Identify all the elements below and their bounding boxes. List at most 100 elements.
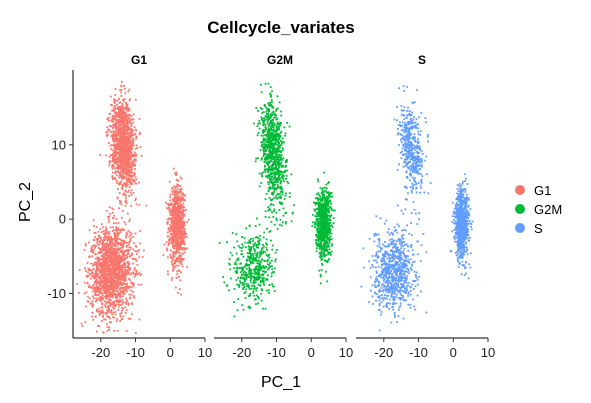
point [127,114,129,117]
point [269,96,272,98]
point [257,295,259,298]
point [101,320,103,322]
point [264,130,266,133]
point [264,148,267,151]
point [272,144,275,146]
point [111,120,114,123]
point [99,263,101,266]
point [117,265,120,267]
point [132,295,135,297]
point [285,177,288,180]
point [132,140,135,142]
point [172,210,175,213]
point [113,285,116,287]
point [256,134,259,137]
point [116,100,119,102]
point [114,130,117,133]
point [130,123,133,126]
point [130,205,133,207]
point [122,287,124,289]
point [94,280,97,282]
point [114,140,116,143]
point [101,296,103,299]
point [278,201,281,204]
point [281,191,284,194]
point [111,273,113,276]
point [276,178,278,181]
point [90,272,93,274]
point [125,302,128,305]
point [119,132,122,135]
point [95,244,98,247]
point [120,255,123,258]
point [179,176,182,179]
point [132,144,135,147]
point [84,321,87,324]
point [109,282,112,285]
point [127,184,129,187]
point [260,265,263,268]
point [104,267,106,270]
point [263,143,265,146]
point [174,208,177,211]
point [170,233,172,236]
point [116,196,119,199]
point [114,248,117,251]
point [122,302,124,305]
point [114,104,117,107]
point [114,287,117,290]
point [102,331,105,334]
point [121,138,124,141]
point [112,114,115,117]
point [103,278,105,281]
point [268,110,270,113]
point [116,281,119,284]
point [88,241,90,244]
point [173,200,176,203]
point [118,106,120,109]
point [249,242,252,245]
point [108,162,111,164]
point [273,146,276,149]
point [101,303,104,306]
point [117,309,120,311]
point [124,249,127,252]
point [184,236,187,238]
point [119,143,122,146]
point [123,128,126,130]
point [267,181,269,184]
point [136,250,139,253]
point [112,287,115,290]
point [261,112,264,115]
point [113,155,116,158]
point [134,163,136,166]
point [116,239,118,242]
point [270,259,273,262]
point [83,292,86,295]
point [167,227,170,229]
point [127,147,130,150]
point [241,243,244,246]
point [249,252,252,255]
point [125,141,128,144]
point [95,238,98,240]
point [267,124,270,127]
point [112,290,114,293]
point [109,226,112,229]
point [103,318,105,321]
point [262,145,265,148]
point [171,241,174,244]
point [129,239,132,242]
point [179,247,182,250]
point [266,156,269,159]
panel-g1: G1-20 -10 0 10 [73,53,212,360]
point [133,266,136,269]
point [130,302,133,304]
point [83,249,86,252]
point [126,122,129,124]
point [118,109,121,112]
point [259,255,262,257]
point [135,203,138,206]
point [94,271,97,274]
point [271,283,273,286]
